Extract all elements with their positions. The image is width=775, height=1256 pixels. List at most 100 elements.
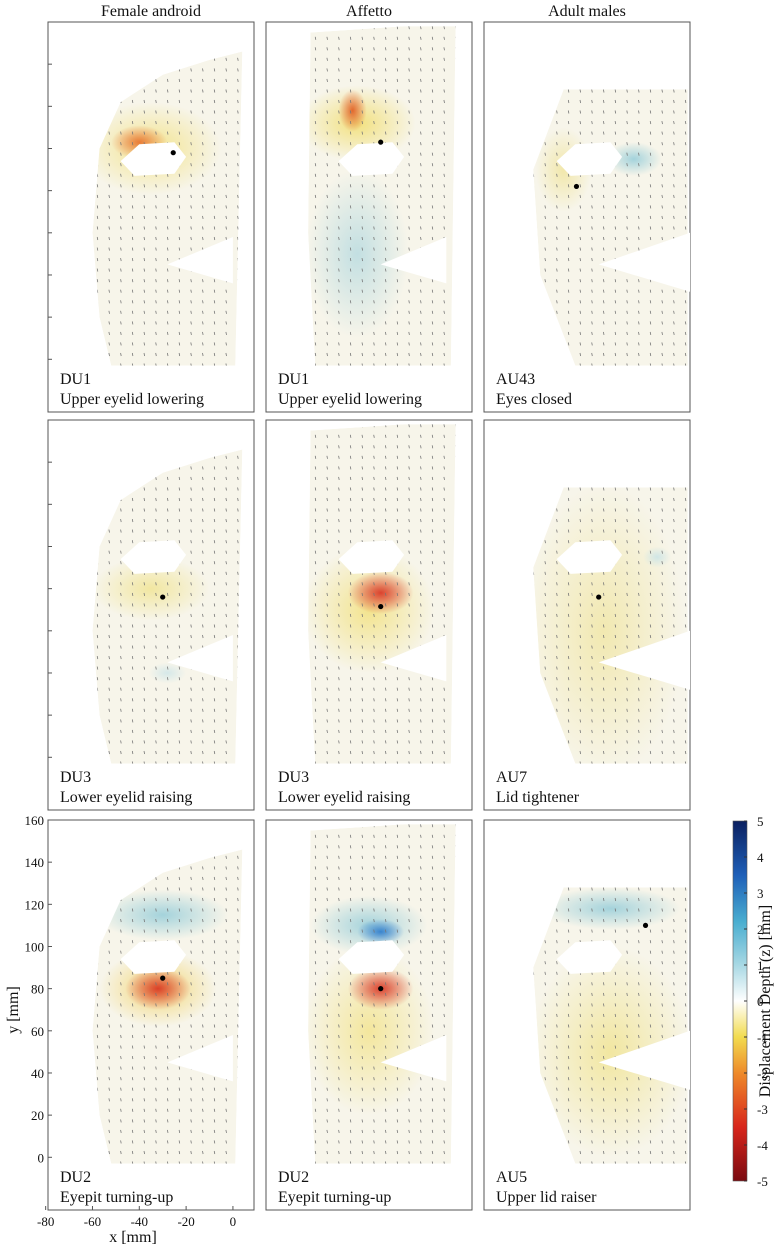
y-tick-label: 120 (25, 897, 45, 912)
y-tick-label: 100 (25, 939, 45, 954)
y-tick-label: 60 (31, 1024, 44, 1039)
panel: DU2 Eyepit turning-up 0 20 40 60 80 100 120 140 16… (25, 813, 255, 1229)
mouth-hole (380, 237, 447, 284)
heat-blob (533, 946, 688, 1158)
face-map (308, 824, 456, 1164)
eye-hole (338, 540, 405, 574)
heat-blob (308, 169, 409, 339)
y-axis-label: y [mm] (5, 986, 22, 1034)
colorbar-tick-label: 2 (757, 922, 764, 937)
panel-code: DU3 (60, 769, 91, 786)
reference-point (170, 150, 176, 156)
panel-code: AU5 (496, 1169, 527, 1186)
panel: DU3 Lower eyelid raising (265, 419, 473, 811)
mouth-hole (598, 1030, 690, 1090)
panel: AU7 Lid tightener (483, 419, 691, 811)
eye-hole (556, 940, 623, 974)
eye-hole (120, 940, 187, 974)
heat-blob (148, 662, 187, 684)
colorbar-tick-label: 1 (757, 958, 764, 973)
panel-code: DU2 (278, 1169, 309, 1186)
y-tick-label: 0 (38, 1150, 45, 1165)
eye-hole (556, 142, 623, 176)
colorbar-tick-label: -5 (757, 1174, 768, 1189)
mouth-hole (598, 630, 690, 690)
reference-point (378, 986, 384, 992)
heat-blob (605, 142, 662, 176)
panel: DU1 Upper eyelid lowering (47, 21, 255, 413)
heat-blob (357, 919, 405, 945)
colorbar-tick-label: 0 (757, 994, 764, 1009)
mouth-hole (380, 1035, 447, 1082)
column-title: Affetto (346, 3, 392, 20)
y-tick-label: 160 (25, 813, 45, 828)
panel: AU43 Eyes closed (483, 21, 691, 413)
y-tick-label: 40 (31, 1066, 44, 1081)
panel-code: AU43 (496, 371, 535, 388)
y-tick-label: 80 (31, 982, 44, 997)
eye-hole (556, 540, 623, 574)
colorbar-label: Displacement Depth (z) [mm] (757, 905, 774, 1097)
panel-label: Upper eyelid lowering (278, 391, 422, 408)
y-tick-label: 140 (25, 855, 45, 870)
panel: DU1 Upper eyelid lowering (265, 21, 473, 413)
face-map (92, 849, 243, 1164)
eye-hole (120, 142, 187, 176)
panel-code: DU2 (60, 1169, 91, 1186)
panel-label: Eyepit turning-up (278, 1189, 391, 1206)
heat-blob (540, 887, 681, 930)
panel-code: DU1 (278, 371, 309, 388)
panel-label: Eyes closed (496, 391, 572, 408)
panel-label: Upper lid raiser (496, 1189, 597, 1206)
x-tick-label: 0 (230, 1214, 237, 1229)
reference-point (160, 594, 166, 600)
heat-blob (125, 967, 191, 1010)
panel-label: Lid tightener (496, 789, 580, 806)
eye-hole (120, 540, 187, 574)
x-tick-label: -40 (131, 1214, 148, 1229)
mouth-hole (380, 635, 447, 682)
panel-code: DU3 (278, 769, 309, 786)
face-map (308, 424, 456, 764)
panel-code: AU7 (496, 769, 527, 786)
column-title: Female android (101, 3, 201, 20)
panel: DU2 Eyepit turning-up (265, 819, 473, 1211)
panel: AU5 Upper lid raiser (483, 819, 691, 1211)
panel-label: Lower eyelid raising (278, 789, 410, 806)
mouth-hole (598, 232, 690, 292)
colorbar-tick-label: 4 (757, 850, 764, 865)
reference-point (160, 975, 166, 981)
eye-hole (338, 142, 405, 176)
panel: DU3 Lower eyelid raising (47, 419, 255, 811)
eye-hole (338, 940, 405, 974)
colorbar-tick-label: -4 (757, 1138, 768, 1153)
face-map (92, 449, 243, 764)
mouth-hole (167, 237, 233, 284)
reference-point (596, 594, 602, 600)
y-tick-label: 20 (31, 1108, 44, 1123)
colorbar-tick-label: -3 (757, 1102, 768, 1117)
heat-blob (338, 89, 367, 132)
heat-blob (92, 556, 210, 621)
mouth-hole (167, 635, 233, 682)
panel-label: Lower eyelid raising (60, 789, 192, 806)
colorbar-tick-label: -1 (757, 1030, 768, 1045)
x-axis-label: x [mm] (109, 1229, 157, 1246)
face-map (308, 26, 456, 366)
x-tick-label: -80 (37, 1214, 54, 1229)
reference-point (573, 183, 580, 190)
reference-point (642, 922, 649, 929)
colorbar-tick-label: 5 (757, 814, 764, 829)
panel-label: Eyepit turning-up (60, 1189, 173, 1206)
reference-point (378, 139, 384, 145)
heat-blob (643, 546, 672, 568)
reference-point (378, 603, 384, 610)
colorbar-tick-label: 3 (757, 886, 764, 901)
face-map (533, 887, 688, 1164)
mouth-hole (167, 1035, 233, 1082)
panel-label: Upper eyelid lowering (60, 391, 204, 408)
colorbar-tick-label: -2 (757, 1066, 768, 1081)
x-tick-label: -20 (177, 1214, 194, 1229)
panel-code: DU1 (60, 371, 91, 388)
